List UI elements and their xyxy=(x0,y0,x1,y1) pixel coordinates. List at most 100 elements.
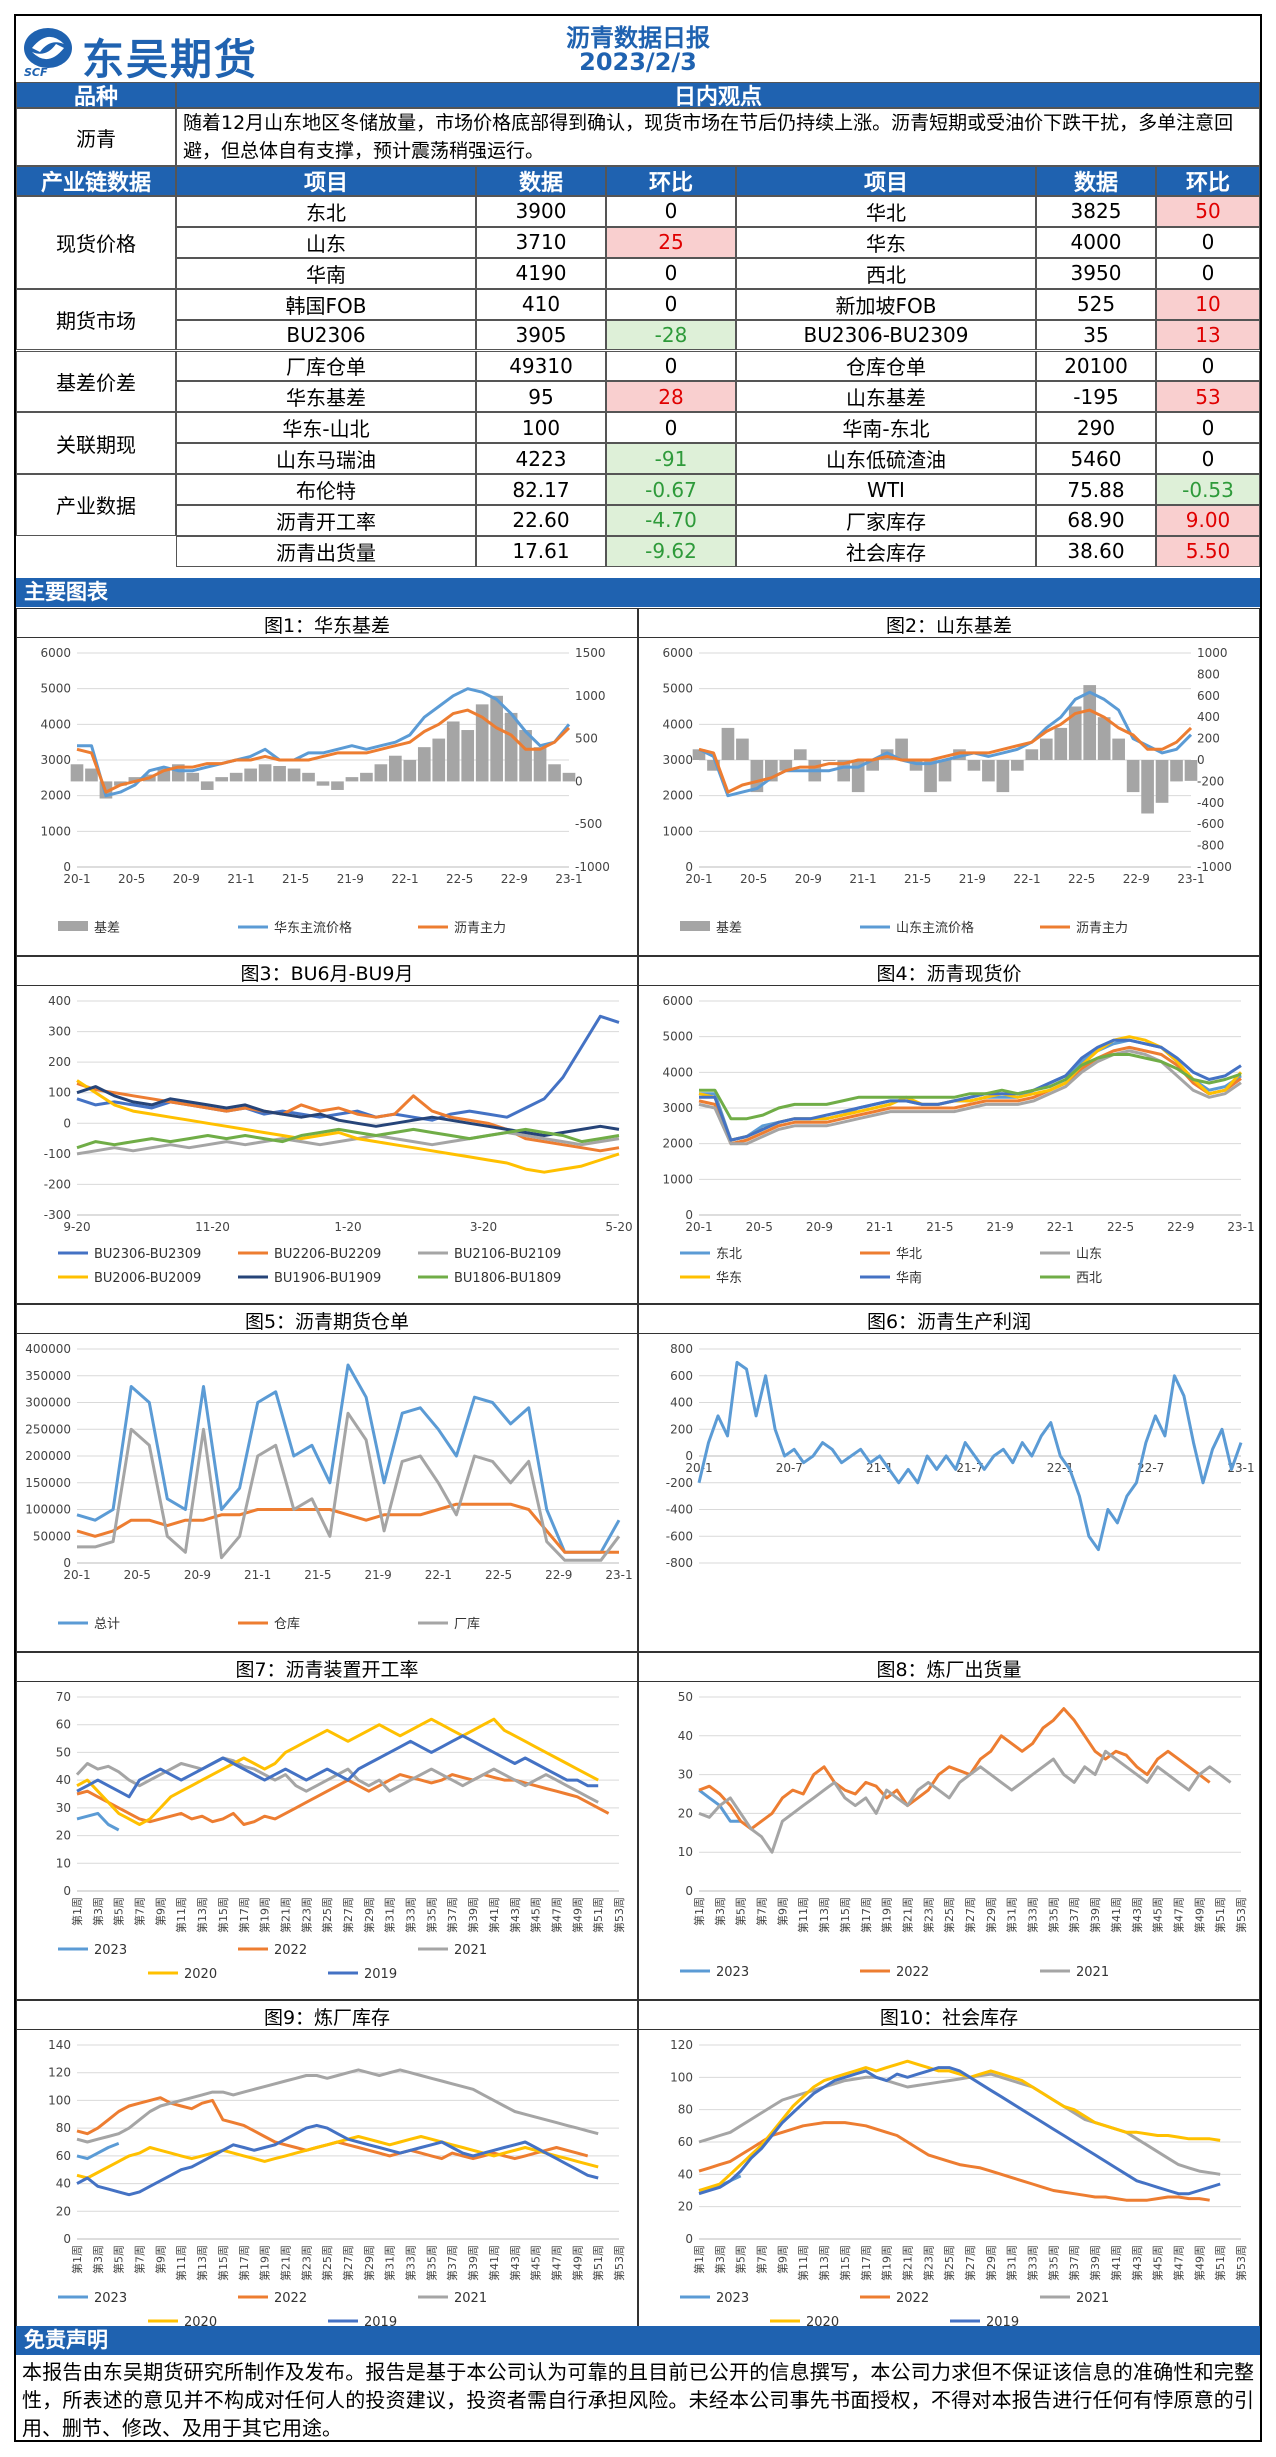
chart-5: 图5：沥青期货仓单 0 50000 100000 150000 200000 250000 3… xyxy=(16,1304,638,1652)
x-tick-label: 第35周 xyxy=(424,1897,438,1933)
chart-svg: 0 20 40 60 80 100 120 140 第1周 第3周 第5周 第7周 第9周 第11周 第13… xyxy=(48,2038,626,2330)
legend-label: 仓库 xyxy=(274,1616,300,1632)
bar-mark xyxy=(736,738,749,760)
chart-title: 图2：山东基差 xyxy=(885,615,1013,637)
y2-tick-label: 1000 xyxy=(575,689,606,703)
series-line xyxy=(76,2068,599,2144)
x-tick-label: 20-9 xyxy=(184,1568,211,1582)
table-header-cell: 数据 xyxy=(1036,166,1156,196)
y-tick-label: 20 xyxy=(678,2200,693,2214)
table-cell: 山东基差 xyxy=(736,381,1036,413)
legend-label: 沥青主力 xyxy=(454,921,506,936)
x-tick-label: 20-1 xyxy=(685,872,712,886)
y2-tick-label: -1000 xyxy=(575,860,610,874)
y-tick-label: 1000 xyxy=(662,1172,693,1186)
x-tick-label: 22-9 xyxy=(501,872,528,886)
legend-label: 基差 xyxy=(716,921,742,936)
x-tick-label: 第9周 xyxy=(153,1897,167,1926)
bar-mark xyxy=(302,772,315,782)
x-tick-label: 21-5 xyxy=(304,1568,331,1582)
bar-mark xyxy=(996,760,1010,793)
x-tick-label: 第31周 xyxy=(383,1897,397,1933)
chart-7: 图7：沥青装置开工率 0 10 20 30 40 50 60 70 第1周 第3周 第5周 第7周 第9周… xyxy=(16,1652,638,2000)
x-tick-label: 第39周 xyxy=(1088,1897,1102,1933)
x-tick-label: 第1周 xyxy=(692,2245,706,2274)
bar-mark xyxy=(200,781,214,790)
x-tick-label: 第35周 xyxy=(1046,1897,1060,1933)
legend-label: BU2106-BU2109 xyxy=(454,1247,561,1262)
y-tick-label: 5000 xyxy=(40,682,71,696)
bar-mark xyxy=(721,727,735,760)
table-cell: 0 xyxy=(1156,350,1260,382)
y2-tick-label: 1500 xyxy=(575,646,606,660)
x-tick-label: 21-9 xyxy=(986,1220,1013,1234)
x-tick-label: 第39周 xyxy=(466,2245,480,2281)
table-cell: 华南-东北 xyxy=(736,412,1036,444)
x-tick-label: 第3周 xyxy=(91,2245,105,2274)
y-tick-label: -200 xyxy=(44,1177,71,1191)
y-tick-label: 150000 xyxy=(25,1476,71,1490)
chart-6: 图6：沥青生产利润 -800 -600 -400 -200 0 200 400 600 800 20… xyxy=(638,1304,1260,1652)
y-tick-label: 40 xyxy=(678,1729,693,1743)
x-tick-label: 1-20 xyxy=(334,1220,361,1234)
x-tick-label: 第11周 xyxy=(174,2245,188,2281)
y2-tick-label: 600 xyxy=(1197,689,1220,703)
y-tick-label: 50000 xyxy=(33,1529,71,1543)
x-tick-label: 第39周 xyxy=(466,1897,480,1933)
y2-tick-label: 200 xyxy=(1197,732,1220,746)
table-header-cell: 项目 xyxy=(176,166,476,196)
x-tick-label: 第15周 xyxy=(838,1897,852,1933)
x-tick-label: 第11周 xyxy=(796,2245,810,2281)
series-line xyxy=(698,1707,1211,1831)
series-line xyxy=(76,2142,120,2161)
table-cell: 4190 xyxy=(476,257,606,289)
y-tick-label: 1000 xyxy=(662,824,693,838)
table-cell: 100 xyxy=(476,412,606,444)
variety-header: 品种 xyxy=(16,82,176,110)
x-tick-label: 23-1 xyxy=(1177,872,1204,886)
table-cell: 75.88 xyxy=(1036,474,1156,505)
y-tick-label: 120 xyxy=(670,2038,693,2052)
table-cell: 0 xyxy=(606,257,736,289)
x-tick-label: 第53周 xyxy=(1234,2245,1248,2281)
legend-label: 2020 xyxy=(184,1967,217,1982)
y2-tick-label: 1000 xyxy=(1197,646,1228,660)
x-tick-label: 第3周 xyxy=(713,1897,727,1926)
y-tick-label: -400 xyxy=(666,1503,693,1517)
y-tick-label: 0 xyxy=(685,1208,693,1222)
legend-label: 华北 xyxy=(896,1247,922,1262)
bar-mark xyxy=(128,777,142,782)
legend-label: 西北 xyxy=(1076,1271,1102,1286)
y-tick-label: 140 xyxy=(48,2038,71,2052)
x-tick-label: 第37周 xyxy=(445,1897,459,1933)
legend-label: 2022 xyxy=(274,1943,307,1958)
x-tick-label: 第21周 xyxy=(900,2245,914,2281)
table-cell: BU2306 xyxy=(176,319,476,351)
x-tick-label: 第11周 xyxy=(796,1897,810,1933)
y-tick-label: 300000 xyxy=(25,1396,71,1410)
bar-mark xyxy=(793,749,807,760)
report-page: SCF 东吴期货 沥青数据日报 2023/2/3 品种 日内观点 沥青 随着12… xyxy=(14,14,1262,2442)
table-cell: 28 xyxy=(606,381,736,413)
x-tick-label: 第13周 xyxy=(195,1897,209,1933)
table-cell: -28 xyxy=(606,319,736,351)
x-tick-label: 第41周 xyxy=(1109,1897,1123,1933)
chart-svg: 0 1000 2000 3000 4000 5000 6000 20-1 20-5 20-9 21-… xyxy=(662,994,1254,1286)
x-tick-label: 21-5 xyxy=(926,1220,953,1234)
x-tick-label: 第41周 xyxy=(487,1897,501,1933)
table-cell: 290 xyxy=(1036,412,1156,444)
x-tick-label: 20-5 xyxy=(124,1568,151,1582)
chart-title: 图9：炼厂库存 xyxy=(263,2007,391,2029)
x-tick-label: 第37周 xyxy=(1067,1897,1081,1933)
x-tick-label: 第49周 xyxy=(1192,2245,1206,2281)
x-tick-label: 第35周 xyxy=(424,2245,438,2281)
table-cell: 0 xyxy=(606,196,736,227)
x-tick-label: 第43周 xyxy=(1130,2245,1144,2281)
y-tick-label: 4000 xyxy=(40,717,71,731)
table-cell: 山东 xyxy=(176,226,476,258)
y-tick-label: 5000 xyxy=(662,1030,693,1044)
chart-title: 图5：沥青期货仓单 xyxy=(244,1311,410,1333)
bar-mark xyxy=(895,738,908,760)
